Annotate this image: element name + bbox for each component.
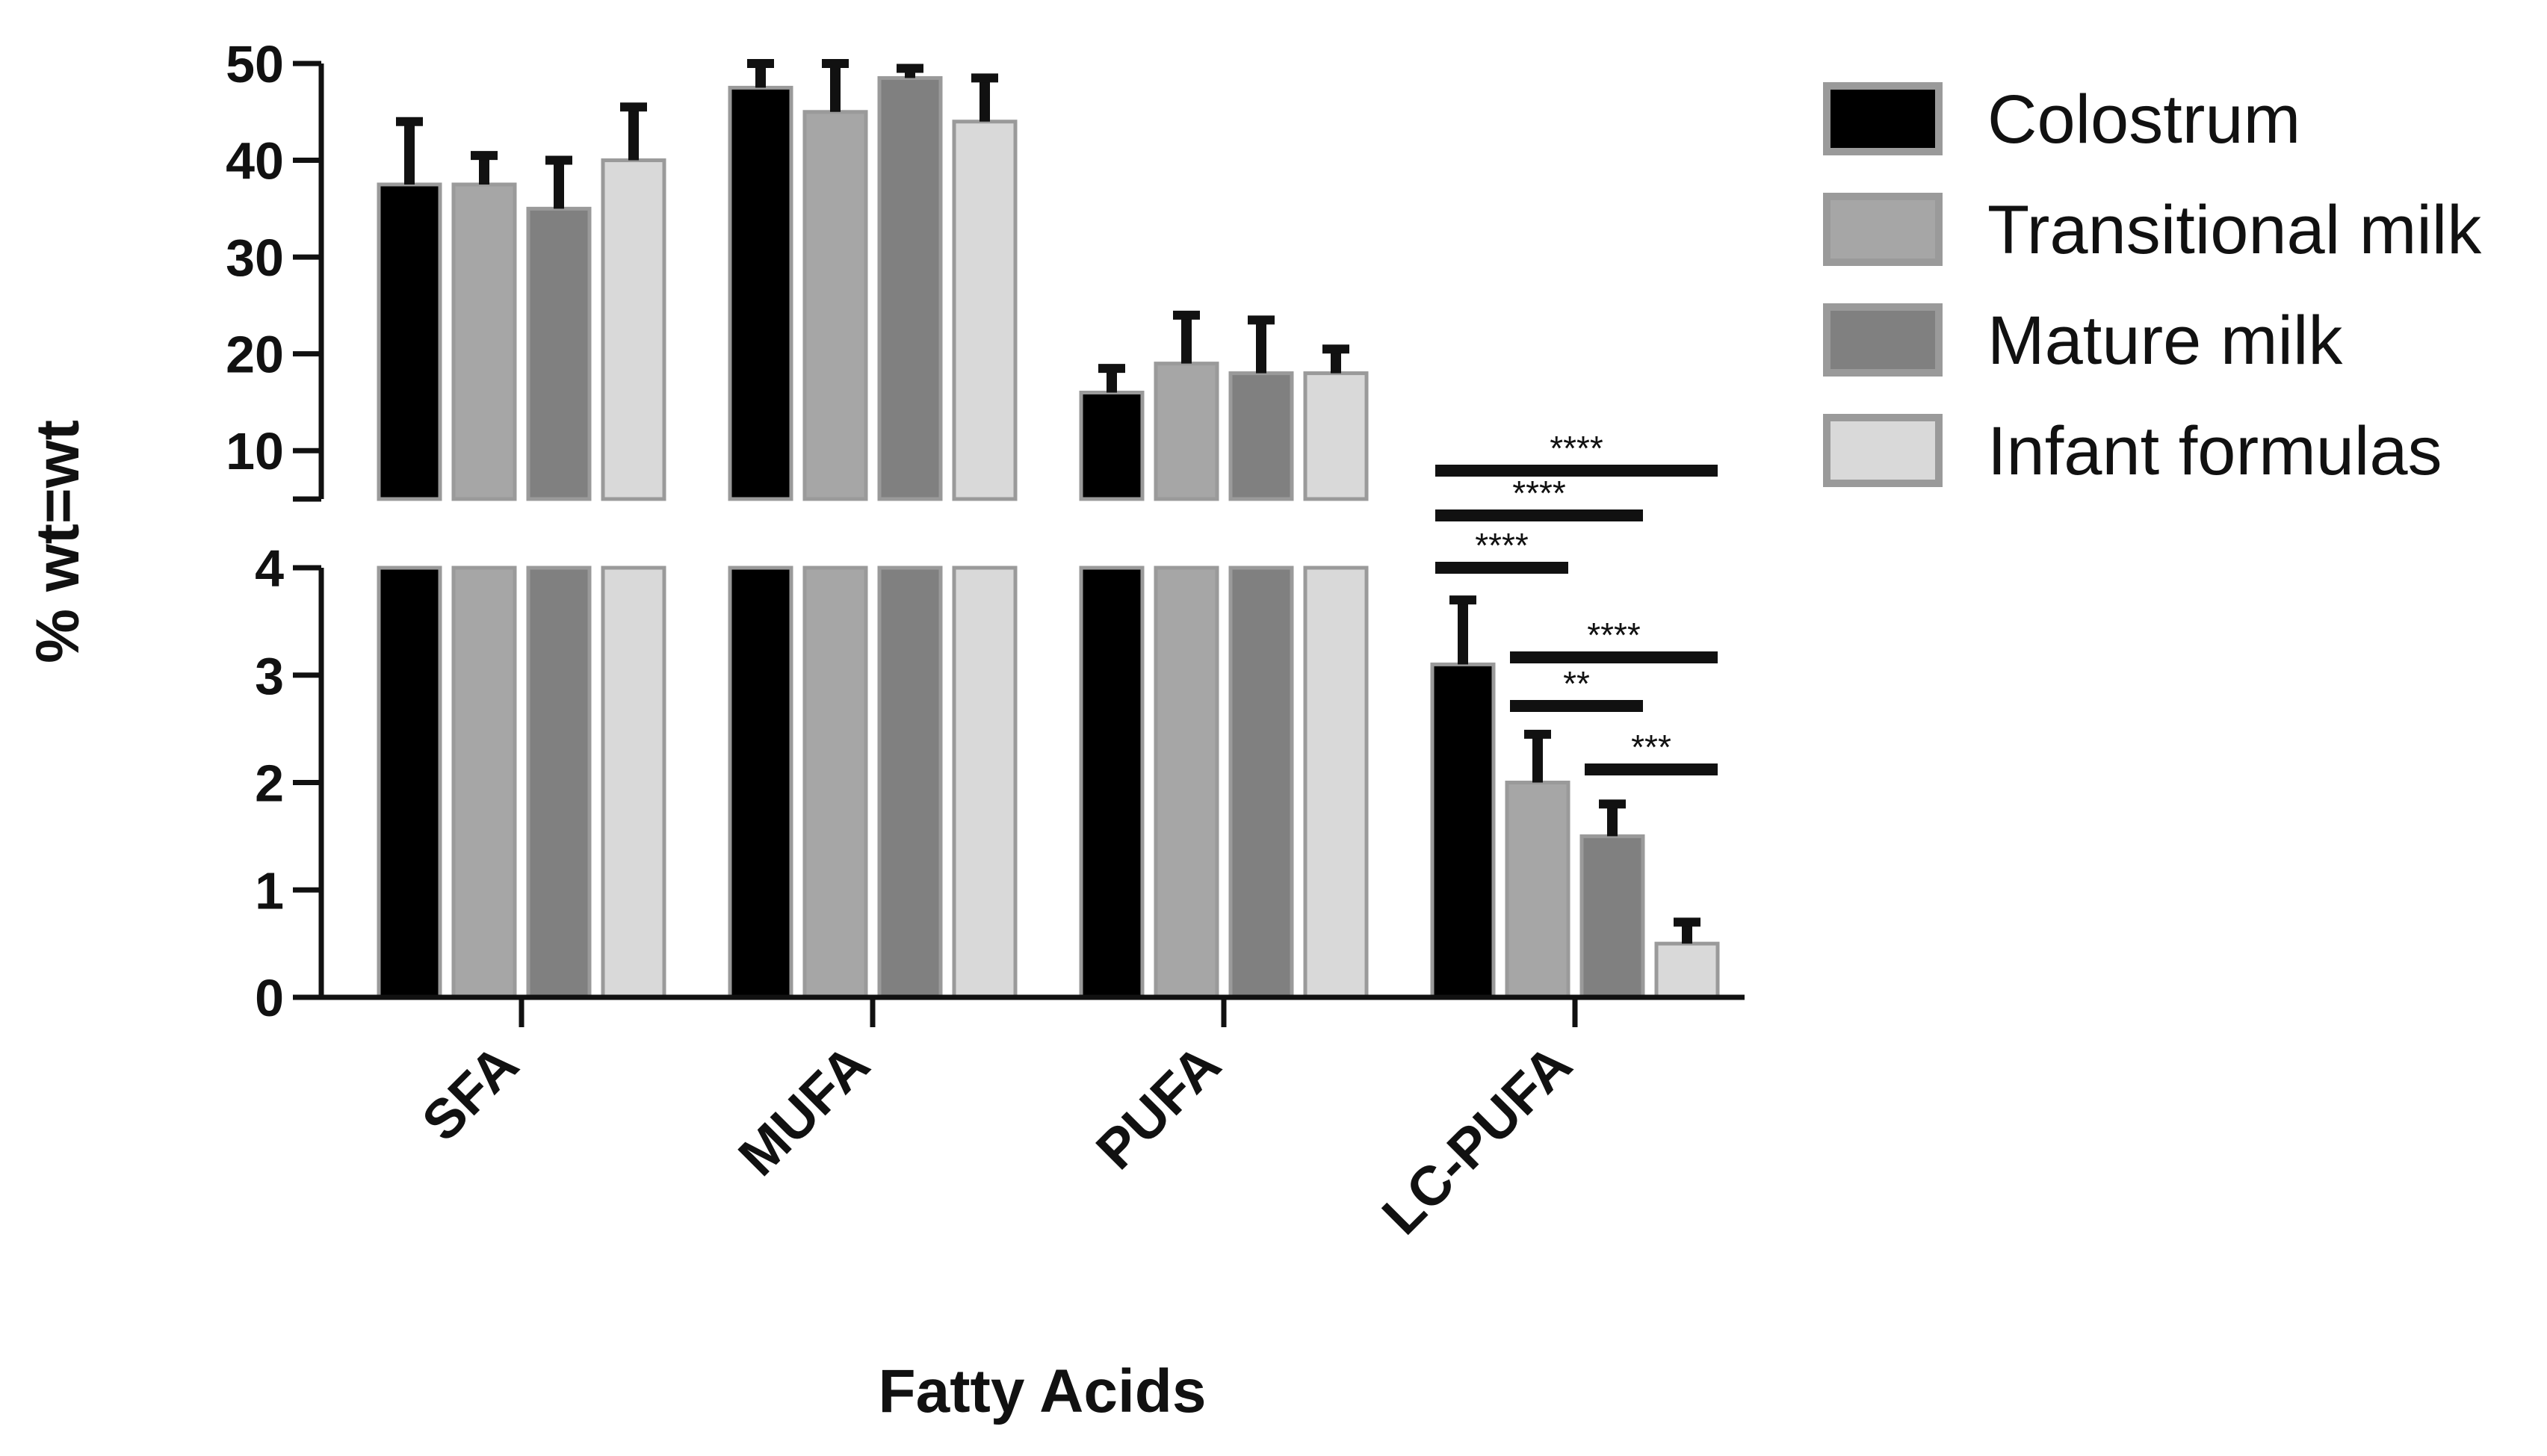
y-axis-title: % wt=wt [24, 420, 92, 663]
significance-label-6: *** [1631, 728, 1671, 766]
bar-pufa-mature-milk-lower [1228, 566, 1294, 1000]
y-tick-label-20: 20 [226, 326, 284, 384]
x-tick-label-pufa: PUFA [1084, 1033, 1232, 1181]
significance-label-5: ** [1563, 664, 1590, 703]
error-bars-group [396, 59, 1700, 944]
significance-label-1: **** [1550, 429, 1603, 468]
x-tick-label-lc-pufa: LC-PUFA [1370, 1033, 1583, 1246]
y-tick-label-3: 3 [255, 647, 284, 705]
bar-mufa-transitional-milk-upper [802, 110, 868, 501]
bar-sfa-colostrum-upper [377, 182, 442, 501]
significance-label-2: **** [1512, 474, 1566, 512]
legend-label-infant-formulas: Infant formulas [1987, 413, 2442, 489]
bar-lc-pufa-transitional-milk [1505, 781, 1570, 1000]
legend-swatch-infant-formulas [1823, 414, 1943, 487]
x-axis-title: Fatty Acids [879, 1357, 1207, 1425]
bar-pufa-infant-formulas-lower [1303, 566, 1369, 1000]
y-tick-label-2: 2 [255, 755, 284, 813]
bar-pufa-mature-milk-upper [1228, 371, 1294, 501]
y-tick-label-0: 0 [255, 969, 284, 1027]
bar-mufa-infant-formulas-lower [952, 566, 1018, 1000]
bar-mufa-transitional-milk-lower [802, 566, 868, 1000]
bar-lc-pufa-infant-formulas [1654, 941, 1720, 1000]
bar-sfa-mature-milk-upper [526, 206, 592, 501]
bar-pufa-transitional-milk-lower [1154, 566, 1219, 1000]
bar-mufa-colostrum-upper [728, 85, 793, 501]
bar-sfa-transitional-milk-upper [451, 182, 517, 501]
bar-pufa-infant-formulas-upper [1303, 371, 1369, 501]
bar-mufa-mature-milk-lower [877, 566, 943, 1000]
legend-label-colostrum: Colostrum [1987, 81, 2300, 158]
significance-group: ********************* [1435, 429, 1718, 775]
bar-lc-pufa-colostrum [1430, 662, 1496, 1000]
bar-mufa-mature-milk-upper [877, 75, 943, 501]
bar-sfa-infant-formulas-upper [601, 158, 666, 501]
bar-sfa-mature-milk-lower [526, 566, 592, 1000]
bar-pufa-colostrum-lower [1079, 566, 1145, 1000]
y-tick-label-40: 40 [226, 132, 284, 190]
y-tick-label-10: 10 [226, 422, 284, 480]
y-tick-label-1: 1 [255, 861, 284, 920]
y-tick-label-50: 50 [226, 35, 284, 93]
bar-pufa-colostrum-upper [1079, 390, 1145, 501]
y-tick-label-30: 30 [226, 229, 284, 287]
significance-label-4: **** [1587, 616, 1641, 654]
legend: Colostrum Transitional milk Mature milk Inf… [1823, 81, 2482, 489]
legend-swatch-transitional-milk [1823, 193, 1943, 266]
bars-group [377, 75, 1720, 1000]
bar-pufa-transitional-milk-upper [1154, 362, 1219, 501]
x-tick-label-mufa: MUFA [726, 1033, 881, 1188]
legend-label-mature-milk: Mature milk [1987, 303, 2343, 379]
significance-label-3: **** [1475, 526, 1529, 565]
bar-lc-pufa-mature-milk [1579, 834, 1645, 1000]
y-tick-label-4: 4 [255, 539, 284, 598]
x-tick-label-sfa: SFA [410, 1033, 530, 1153]
legend-swatch-colostrum [1823, 82, 1943, 155]
bar-mufa-colostrum-lower [728, 566, 793, 1000]
legend-label-transitional-milk: Transitional milk [1987, 192, 2482, 268]
bar-sfa-colostrum-lower [377, 566, 442, 1000]
bar-mufa-infant-formulas-upper [952, 120, 1018, 501]
legend-swatch-mature-milk [1823, 303, 1943, 377]
bar-sfa-infant-formulas-lower [601, 566, 666, 1000]
bar-sfa-transitional-milk-lower [451, 566, 517, 1000]
